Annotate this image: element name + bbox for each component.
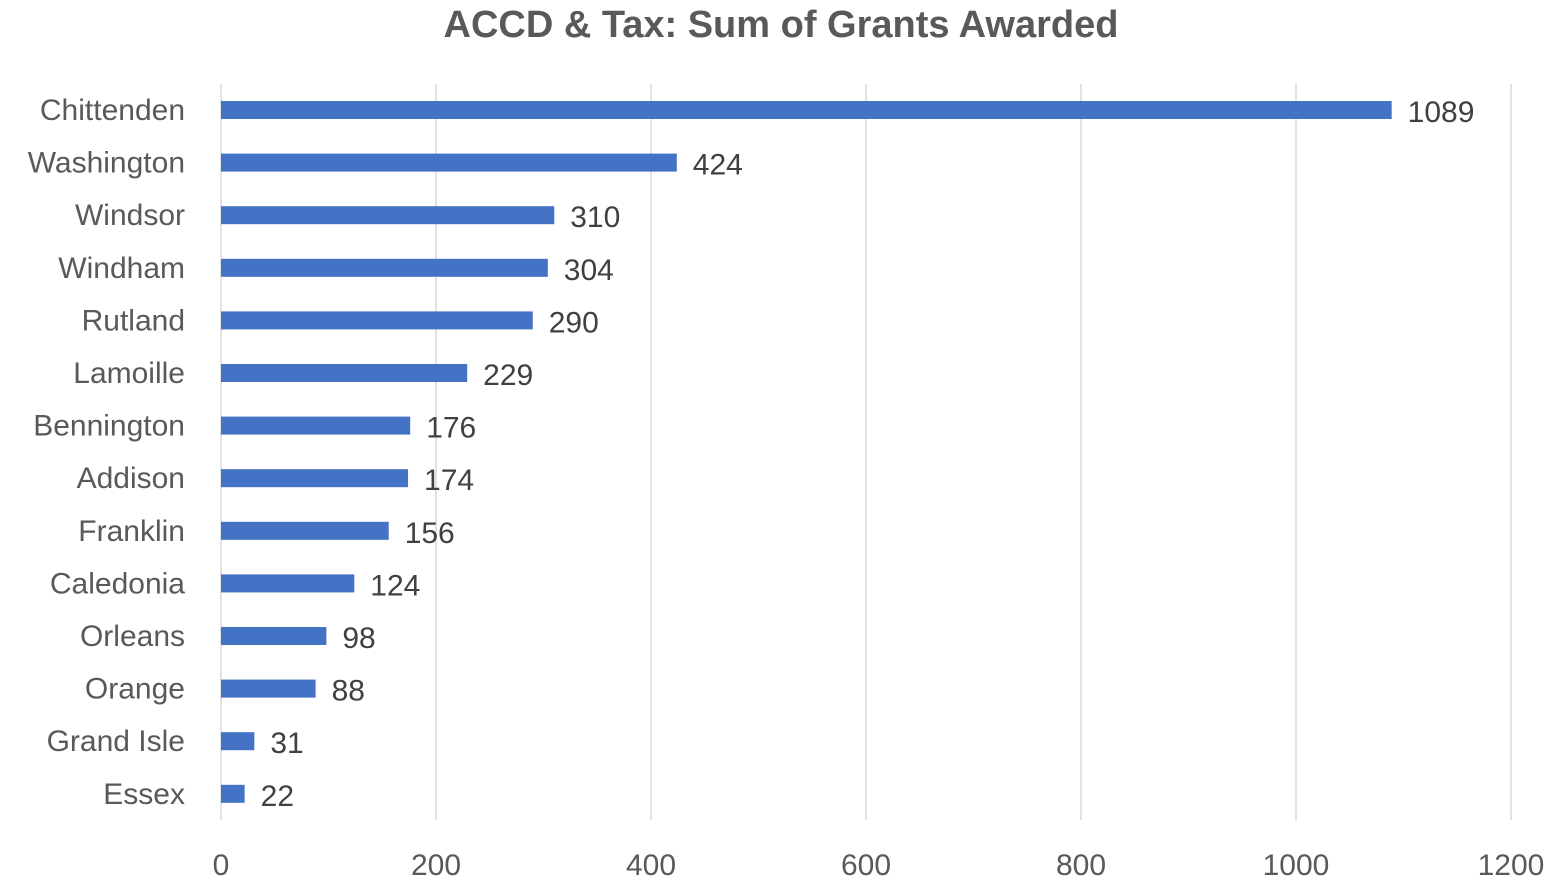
bar: [221, 732, 255, 751]
bars: [221, 101, 1392, 803]
x-tick-label: 0: [213, 849, 230, 882]
category-label: Caledonia: [50, 567, 185, 600]
category-label: Rutland: [82, 304, 185, 337]
category-label: Addison: [77, 462, 185, 495]
data-label: 1089: [1408, 96, 1475, 129]
data-label: 176: [426, 412, 476, 445]
category-label: Franklin: [78, 515, 185, 548]
category-label: Lamoille: [73, 357, 185, 390]
bar: [221, 364, 468, 382]
bar: [221, 153, 677, 172]
category-label: Windham: [58, 252, 185, 285]
data-label: 22: [261, 780, 294, 813]
data-label: 310: [570, 201, 620, 234]
x-tick-label: 200: [411, 849, 461, 882]
bar: [221, 574, 355, 593]
data-label: 229: [483, 359, 533, 392]
data-label: 156: [405, 517, 455, 550]
category-label: Windsor: [75, 199, 185, 232]
bar: [221, 206, 555, 225]
chart-title: ACCD & Tax: Sum of Grants Awarded: [444, 4, 1119, 46]
x-axis-ticks: 0 200 400 600 800 1000 1200: [213, 849, 1545, 882]
data-label: 290: [549, 306, 599, 339]
data-label: 304: [564, 254, 614, 287]
data-label: 98: [342, 622, 375, 655]
category-label: Grand Isle: [47, 725, 185, 758]
category-label: Bennington: [33, 410, 185, 443]
data-label: 424: [693, 149, 743, 182]
x-tick-label: 600: [841, 849, 891, 882]
bar: [221, 258, 548, 277]
category-label: Orleans: [80, 620, 185, 653]
x-tick-label: 400: [626, 849, 676, 882]
data-label: 31: [270, 727, 303, 760]
category-label: Orange: [85, 673, 185, 706]
bar: [221, 679, 316, 698]
x-tick-label: 800: [1056, 849, 1106, 882]
gridlines: [220, 84, 1512, 820]
data-label: 174: [424, 464, 474, 497]
bar: [221, 784, 245, 803]
bar: [221, 416, 411, 435]
bar: [221, 469, 409, 488]
data-label: 124: [370, 569, 420, 602]
bar: [221, 311, 533, 330]
bar: [221, 521, 389, 540]
category-label: Washington: [28, 147, 185, 180]
data-label: 88: [332, 675, 365, 708]
category-label: Essex: [103, 778, 185, 811]
x-tick-label: 1200: [1478, 849, 1545, 882]
bar: [221, 101, 1392, 119]
x-tick-label: 1000: [1263, 849, 1330, 882]
category-label: Chittenden: [40, 94, 185, 127]
category-labels: Chittenden Washington Windsor Windham Rutlan…: [28, 94, 186, 811]
bar: [221, 627, 327, 645]
